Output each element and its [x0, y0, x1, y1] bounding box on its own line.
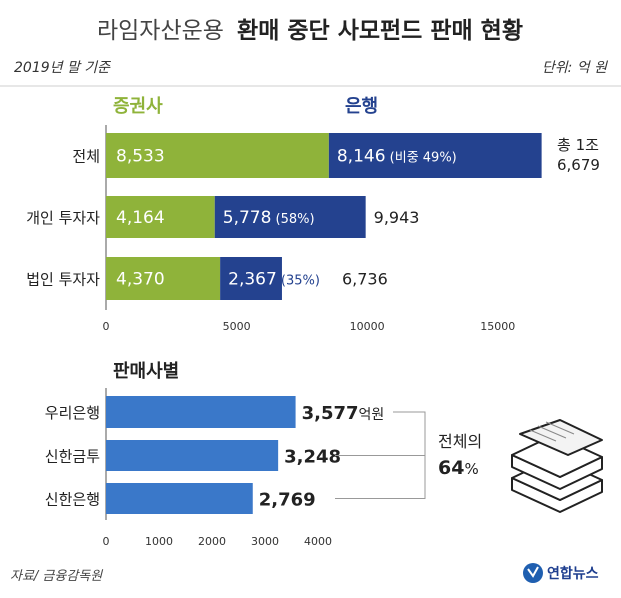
- title-light: 라임자산운용: [97, 18, 224, 44]
- bar-bank: [220, 257, 282, 300]
- investor-stacked-bar-chart: 전체 8,533 8,146 (비중 49%) 총 1조 6,679 개인 투자자 4,16…: [26, 125, 600, 333]
- bar-sales: [106, 483, 253, 514]
- category-label: 전체: [72, 148, 100, 166]
- category-label: 법인 투자자: [26, 271, 100, 289]
- bar-bank: [328, 133, 542, 178]
- x-tick-label: 5000: [223, 320, 251, 333]
- title-bold: 환매 중단 사모펀드 판매 현황: [237, 18, 523, 44]
- bar-sales: [106, 440, 279, 471]
- total-label: 총 1조 6,679: [557, 136, 600, 174]
- bank-share: (비중 49%): [386, 151, 457, 166]
- basis-date: 2019년 말 기준: [14, 60, 111, 76]
- legend-securities: 증권사: [113, 96, 163, 117]
- money-stack-icon: [511, 419, 603, 513]
- total-label: 6,736: [342, 270, 388, 289]
- bank-value: 8,146: [337, 147, 386, 167]
- x-tick-label: 3000: [251, 535, 279, 548]
- sales-chart-title: 판매사별: [113, 361, 179, 382]
- bar-securities: [106, 133, 329, 178]
- sales-value: 3,248: [284, 447, 341, 468]
- x-tick-label: 1000: [145, 535, 173, 548]
- value-label: 2,769: [259, 490, 316, 511]
- annotation-value: 64%: [438, 457, 479, 479]
- unit-label: 단위: 억 원: [542, 60, 608, 76]
- value-label-bank: 8,146 (비중 49%): [337, 147, 457, 167]
- value-label-securities: 4,164: [116, 208, 165, 228]
- bar-sales: [106, 396, 296, 428]
- value-label: 3,248: [284, 447, 341, 468]
- annotation-label: 전체의: [438, 432, 482, 451]
- page-title: 라임자산운용 환매 중단 사모펀드 판매 현황: [97, 18, 523, 44]
- brand-logo: 연합뉴스: [523, 563, 599, 583]
- brand-logo-icon: [523, 563, 543, 583]
- category-label: 신한금투: [45, 448, 100, 466]
- total-line: 총 1조: [557, 136, 599, 154]
- x-tick-label: 0: [103, 535, 110, 548]
- value-label-securities: 8,533: [116, 147, 165, 167]
- bar-bank: [214, 196, 366, 238]
- x-tick-label: 10000: [350, 320, 385, 333]
- category-label: 개인 투자자: [26, 209, 100, 227]
- legend-bank: 은행: [345, 96, 378, 117]
- value-unit: 억원: [359, 407, 385, 423]
- x-tick-label: 15000: [480, 320, 515, 333]
- value-label-bank: 2,367 (35%): [228, 270, 320, 290]
- annotation-number: 64: [438, 457, 464, 479]
- category-label: 신한은행: [45, 491, 100, 509]
- annotation-suffix: %: [464, 460, 478, 478]
- value-label: 3,577억원: [302, 403, 385, 424]
- source-note: 자료/ 금융감독원: [10, 569, 103, 584]
- x-tick-label: 4000: [304, 535, 332, 548]
- bank-share: (35%): [277, 274, 320, 289]
- value-label-bank: 5,778 (58%): [223, 208, 315, 228]
- bank-value: 2,367: [228, 270, 277, 290]
- sales-value: 2,769: [259, 490, 316, 511]
- sales-value: 3,577: [302, 403, 359, 424]
- x-tick-label: 0: [103, 320, 110, 333]
- total-label: 9,943: [374, 208, 420, 227]
- category-label: 우리은행: [45, 404, 100, 422]
- bar-securities: [106, 196, 215, 238]
- total-line: 6,679: [557, 156, 600, 174]
- bar-securities: [106, 257, 221, 300]
- x-tick-label: 2000: [198, 535, 226, 548]
- value-label-securities: 4,370: [116, 270, 165, 290]
- bank-value: 5,778: [223, 208, 272, 228]
- brand-name: 연합뉴스: [547, 565, 599, 582]
- bank-share: (58%): [271, 212, 314, 227]
